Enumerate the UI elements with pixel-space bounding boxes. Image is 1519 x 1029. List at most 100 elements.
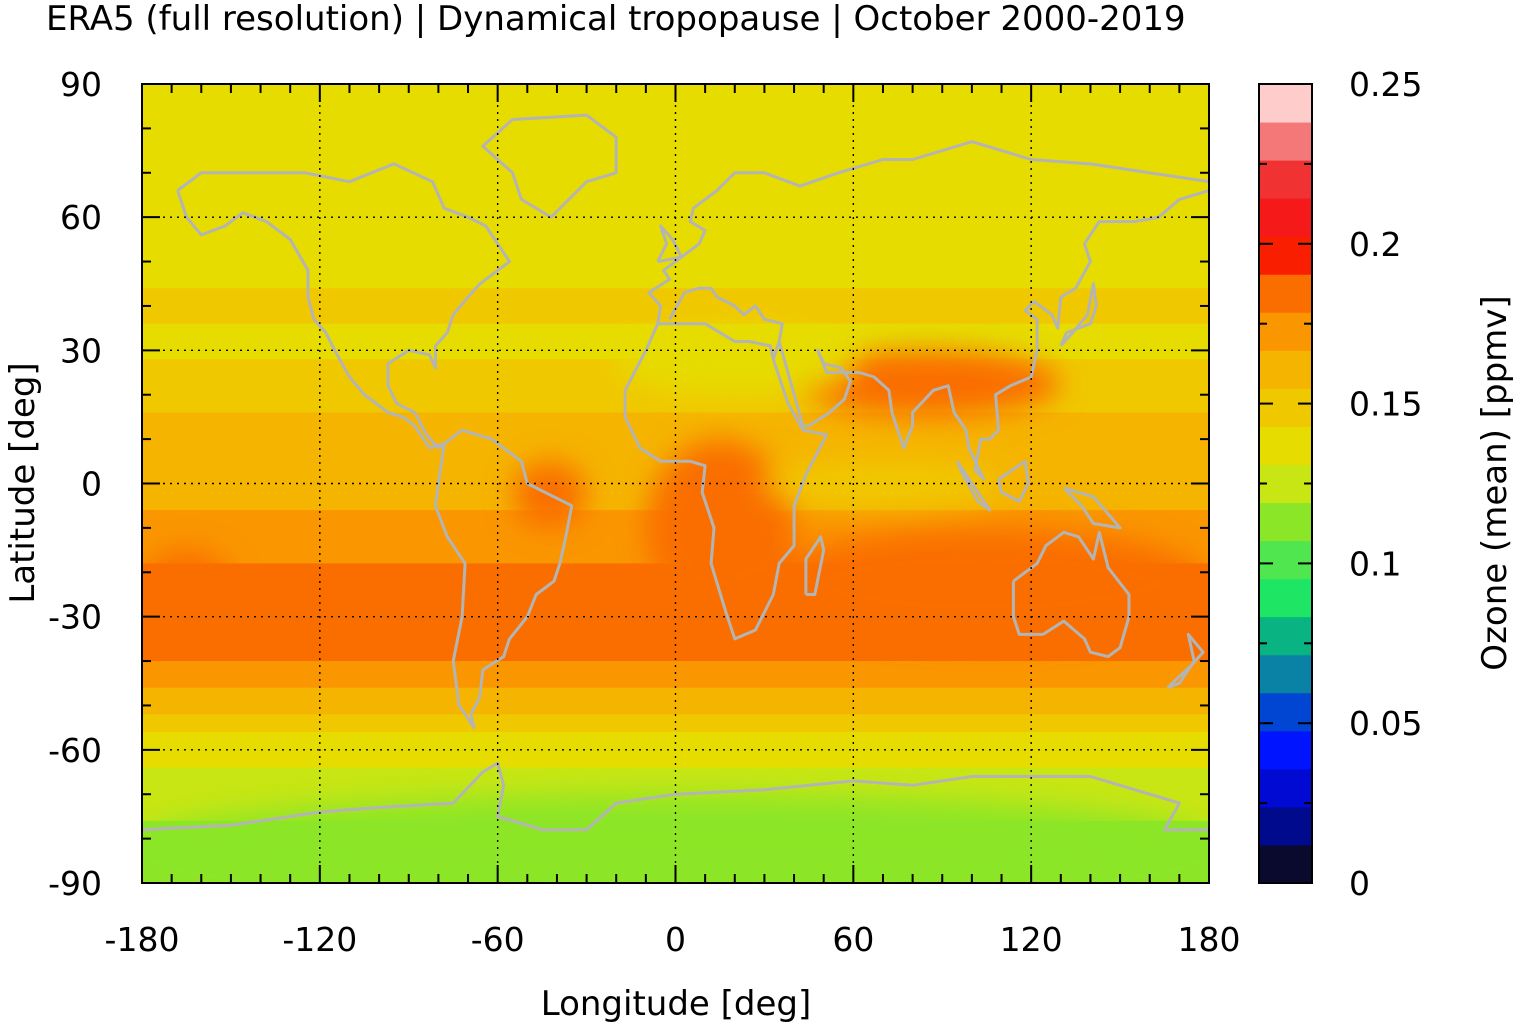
colorbar-swatch: [1259, 844, 1312, 884]
plot-area: [142, 84, 1209, 883]
x-tick-label: -120: [282, 920, 357, 959]
coastline: [176, 162, 511, 450]
regional-feature: [142, 794, 1209, 883]
latitude-band: [142, 714, 1209, 724]
latitude-band: [142, 155, 1209, 165]
latitude-band: [142, 652, 1209, 662]
x-tick-label: -180: [105, 920, 180, 959]
latitude-band: [142, 767, 1209, 778]
y-tick-label: 90: [60, 65, 102, 104]
colorbar-swatch: [1259, 350, 1312, 389]
coastline: [623, 322, 829, 641]
latitude-band: [142, 226, 1209, 236]
chart-title: ERA5 (full resolution) | Dynamical tropo…: [46, 0, 1186, 39]
latitude-band: [142, 634, 1209, 644]
regional-feature: [764, 527, 1209, 639]
coastline: [668, 286, 784, 360]
latitude-band: [142, 208, 1209, 218]
colorbar-swatch: [1259, 578, 1312, 618]
colorbar-swatch: [1259, 806, 1312, 846]
y-tick-labels: 90 60 30 0 -30 -60 -90: [48, 65, 102, 903]
colorbar-ticks: 0.25 0.2 0.15 0.1 0.05 0: [1259, 65, 1422, 903]
latitude-band: [142, 776, 1209, 786]
latitude-band: [142, 270, 1209, 280]
colorbar-swatch: [1259, 236, 1312, 275]
colorbar-swatch: [1259, 730, 1312, 770]
y-tick-label: 0: [81, 465, 102, 504]
colorbar-swatch: [1259, 198, 1312, 237]
latitude-band: [142, 669, 1209, 680]
grid-lines: [142, 84, 1209, 883]
latitude-band: [142, 421, 1209, 431]
latitude-band: [142, 146, 1209, 156]
colorbar-swatch: [1259, 160, 1312, 199]
regional-feature: [142, 550, 231, 617]
latitude-band: [142, 447, 1209, 458]
x-tick-label: 180: [1178, 920, 1241, 959]
coastline: [777, 189, 1209, 481]
y-tick-label: -60: [48, 731, 102, 770]
x-tick-labels: -180 -120 -60 0 60 120 180: [105, 920, 1241, 959]
latitude-band: [142, 323, 1209, 334]
coastline: [804, 535, 826, 596]
latitude-band: [142, 705, 1209, 715]
latitude-band: [142, 749, 1209, 760]
colorbar-swatch: [1259, 274, 1312, 313]
colorbar-label: Ozone (mean) [ppmv]: [1475, 295, 1515, 670]
coastline: [955, 460, 992, 512]
coastline: [1059, 282, 1098, 347]
latitude-band: [142, 119, 1209, 129]
latitude-band: [142, 288, 1209, 298]
latitude-band: [142, 385, 1209, 396]
latitude-band: [142, 181, 1209, 192]
latitude-band: [142, 740, 1209, 751]
latitude-band: [142, 439, 1209, 449]
colorbar-swatch: [1259, 122, 1312, 161]
x-axis-label: Longitude [deg]: [541, 984, 812, 1024]
colorbar-swatch: [1259, 388, 1312, 427]
y-tick-label: -90: [48, 864, 102, 903]
latitude-band: [142, 217, 1209, 227]
coastline: [1062, 486, 1122, 530]
colorbar-swatch: [1259, 768, 1312, 808]
latitude-band: [142, 616, 1209, 627]
coastline: [997, 459, 1030, 503]
latitude-band: [142, 643, 1209, 653]
latitude-band: [142, 137, 1209, 147]
x-tick-label: -60: [471, 920, 525, 959]
colorbar-swatch: [1259, 312, 1312, 351]
y-tick-label: 30: [60, 331, 102, 370]
plot-tick-marks: [141, 83, 1210, 884]
coastline: [142, 761, 1209, 832]
colorbar-tick-label: 0.2: [1349, 225, 1401, 264]
coastline: [481, 113, 618, 219]
colorbar-swatch: [1259, 426, 1312, 465]
latitude-band: [142, 678, 1209, 689]
latitude-band: [142, 190, 1209, 201]
latitude-band: [142, 412, 1209, 422]
x-tick-label: 0: [665, 920, 686, 959]
latitude-band: [142, 723, 1209, 733]
y-tick-label: 60: [60, 198, 102, 237]
colorbar-tick-label: 0.1: [1349, 544, 1401, 583]
latitude-band: [142, 314, 1209, 325]
latitude-band: [142, 607, 1209, 618]
colorbar-tick-label: 0: [1349, 864, 1370, 903]
coastline: [1166, 632, 1205, 690]
coastline: [433, 428, 574, 730]
x-tick-label: 120: [1000, 920, 1063, 959]
colorbar-swatch: [1259, 692, 1312, 732]
colorbar-tick-label: 0.05: [1349, 704, 1422, 743]
colorbar: [1259, 84, 1312, 884]
colorbar-swatch: [1259, 84, 1312, 123]
latitude-band: [142, 172, 1209, 183]
latitude-band: [142, 279, 1209, 289]
coastlines: [142, 113, 1209, 832]
colorbar-swatch: [1259, 616, 1312, 656]
regional-feature: [794, 350, 1061, 417]
colorbar-swatch: [1259, 654, 1312, 694]
colorbar-swatch: [1259, 540, 1312, 580]
x-tick-label: 60: [832, 920, 874, 959]
latitude-band: [142, 110, 1209, 121]
